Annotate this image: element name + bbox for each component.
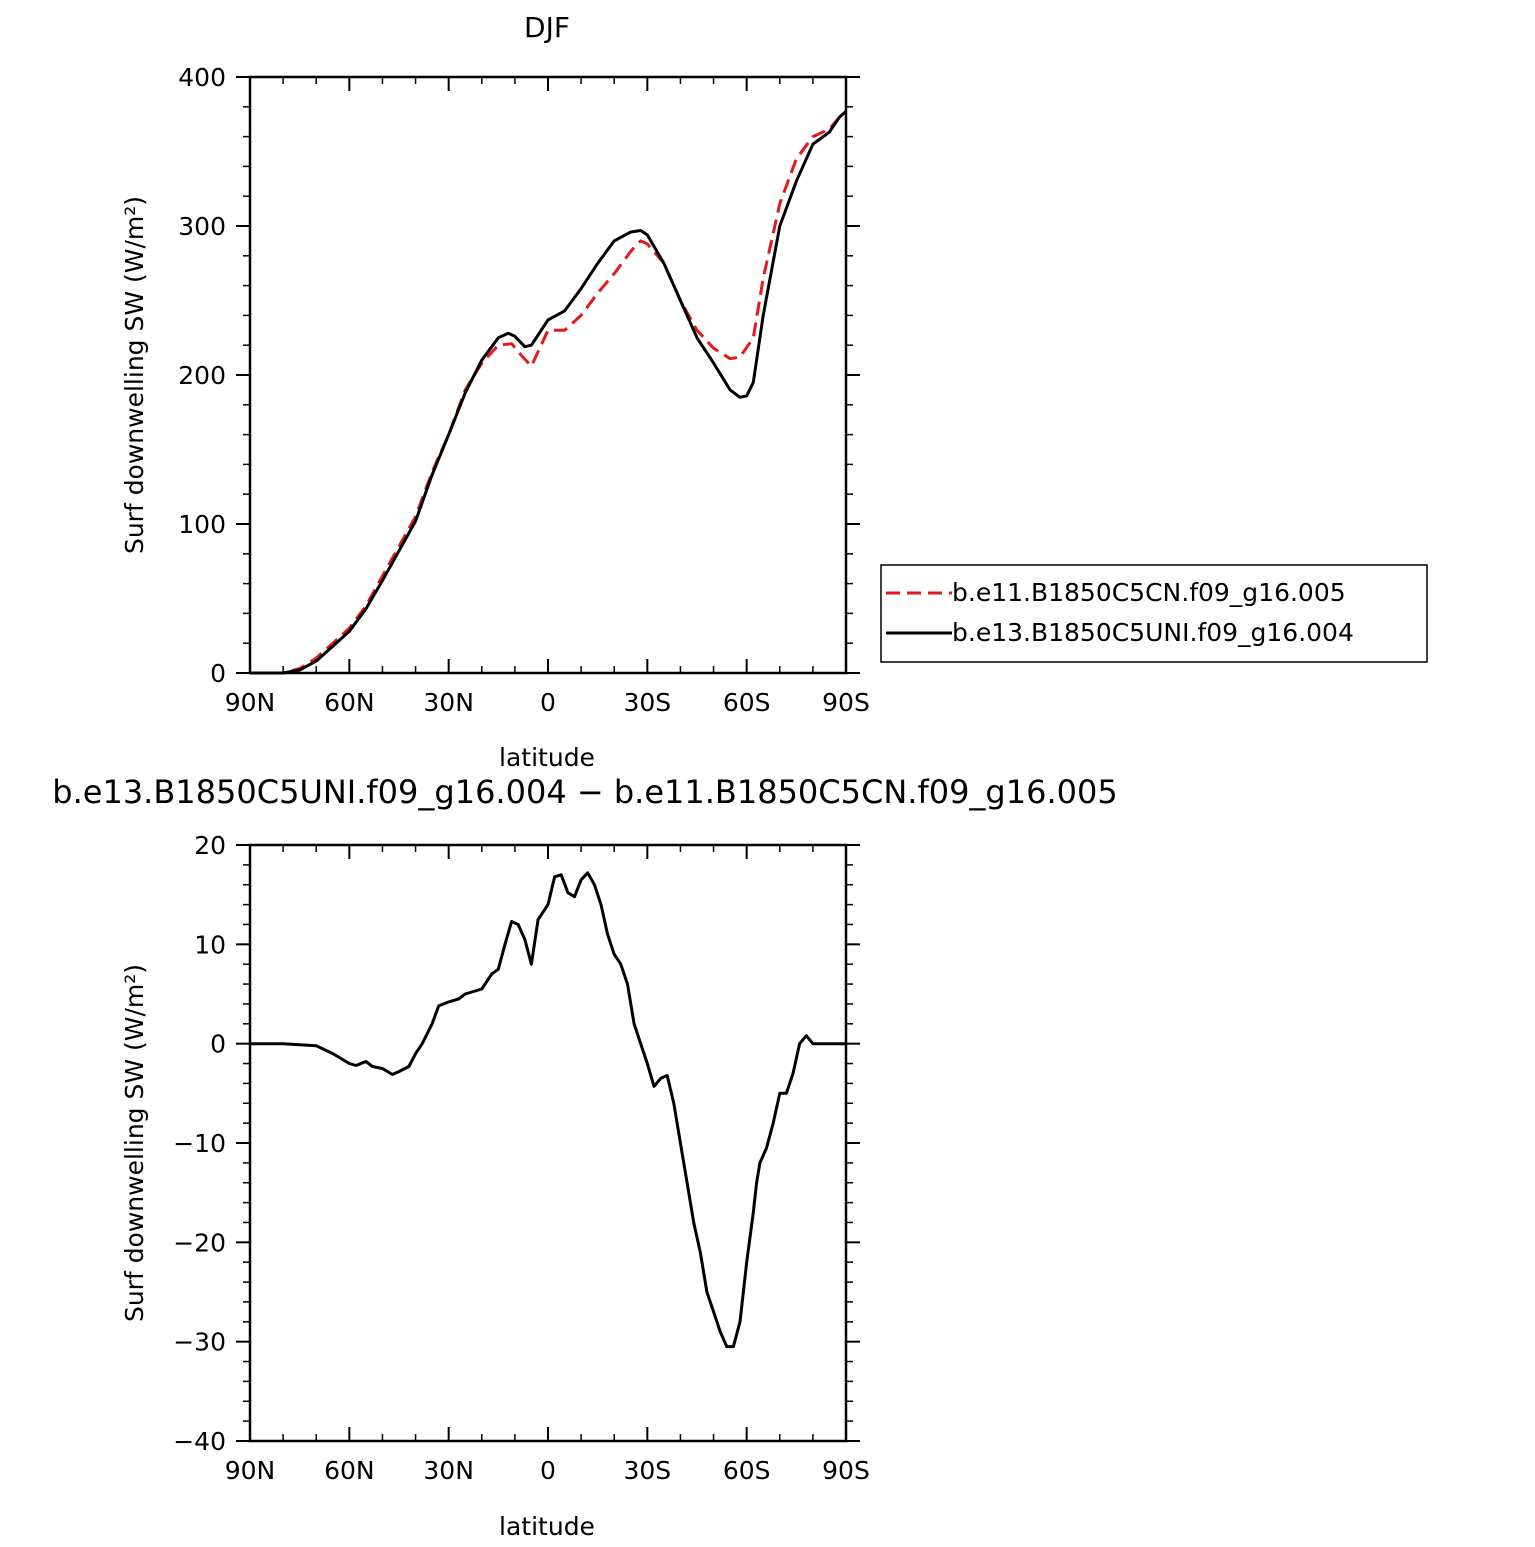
y-tick-label: −40 <box>173 1427 226 1456</box>
top-x-axis-label: latitude <box>499 743 595 772</box>
y-tick-label: −20 <box>173 1228 226 1257</box>
y-tick-label: 300 <box>178 212 226 241</box>
bottom-y-axis-label: Surf downwelling SW (W/m²) <box>120 964 149 1322</box>
x-tick-label: 90N <box>225 688 276 717</box>
y-tick-label: −30 <box>173 1328 226 1357</box>
y-tick-label: 200 <box>178 361 226 390</box>
bottom-chart-panel: b.e13.B1850C5UNI.f09_g16.004 − b.e11.B18… <box>52 773 1117 1541</box>
top-series-lines <box>250 110 847 675</box>
y-tick-label: 100 <box>178 510 226 539</box>
x-tick-label: 30S <box>623 688 671 717</box>
top-plot-frame <box>248 75 848 675</box>
x-tick-label: 30N <box>423 1456 474 1485</box>
legend: b.e11.B1850C5CN.f09_g16.005 b.e13.B1850C… <box>880 564 1428 663</box>
legend-box <box>880 564 1428 663</box>
series-line-1 <box>250 110 847 675</box>
top-chart-title: DJF <box>524 11 570 44</box>
x-tick-label: 60S <box>723 1456 771 1485</box>
x-tick-label: 90N <box>225 1456 276 1485</box>
bottom-chart-title: b.e13.B1850C5UNI.f09_g16.004 − b.e11.B18… <box>52 773 1117 811</box>
y-tick-label: 10 <box>194 930 226 959</box>
y-tick-label: 400 <box>178 63 226 92</box>
legend-label-series-1: b.e13.B1850C5UNI.f09_g16.004 <box>952 618 1354 647</box>
x-tick-label: 60S <box>723 688 771 717</box>
x-tick-label: 30N <box>423 688 474 717</box>
bottom-plot-frame <box>248 843 848 1443</box>
y-tick-label: 0 <box>210 659 226 688</box>
bottom-x-axis-label: latitude <box>499 1512 595 1541</box>
series-line-0 <box>250 871 846 1349</box>
series-line-0 <box>250 110 847 675</box>
y-tick-label: 0 <box>210 1030 226 1059</box>
top-y-axis-label: Surf downwelling SW (W/m²) <box>120 196 149 554</box>
legend-label-series-0: b.e11.B1850C5CN.f09_g16.005 <box>952 578 1346 607</box>
x-tick-label: 0 <box>540 1456 556 1485</box>
top-chart-panel: DJF 90N 60N 30N 0 30S 60S 90S 0 100 200 300 400 lat… <box>120 11 870 772</box>
top-axis-ticks: 90N 60N 30N 0 30S 60S 90S 0 100 200 300 400 <box>178 63 870 717</box>
x-tick-label: 90S <box>822 1456 870 1485</box>
x-tick-label: 60N <box>324 1456 375 1485</box>
bottom-series-lines <box>250 871 846 1349</box>
x-tick-label: 90S <box>822 688 870 717</box>
y-tick-label: 20 <box>194 831 226 860</box>
x-tick-label: 30S <box>623 1456 671 1485</box>
x-tick-label: 60N <box>324 688 375 717</box>
y-tick-label: −10 <box>173 1129 226 1158</box>
x-tick-label: 0 <box>540 688 556 717</box>
bottom-axis-ticks: 90N 60N 30N 0 30S 60S 90S −40 −30 −20 −10 0 10 20 <box>173 831 870 1485</box>
